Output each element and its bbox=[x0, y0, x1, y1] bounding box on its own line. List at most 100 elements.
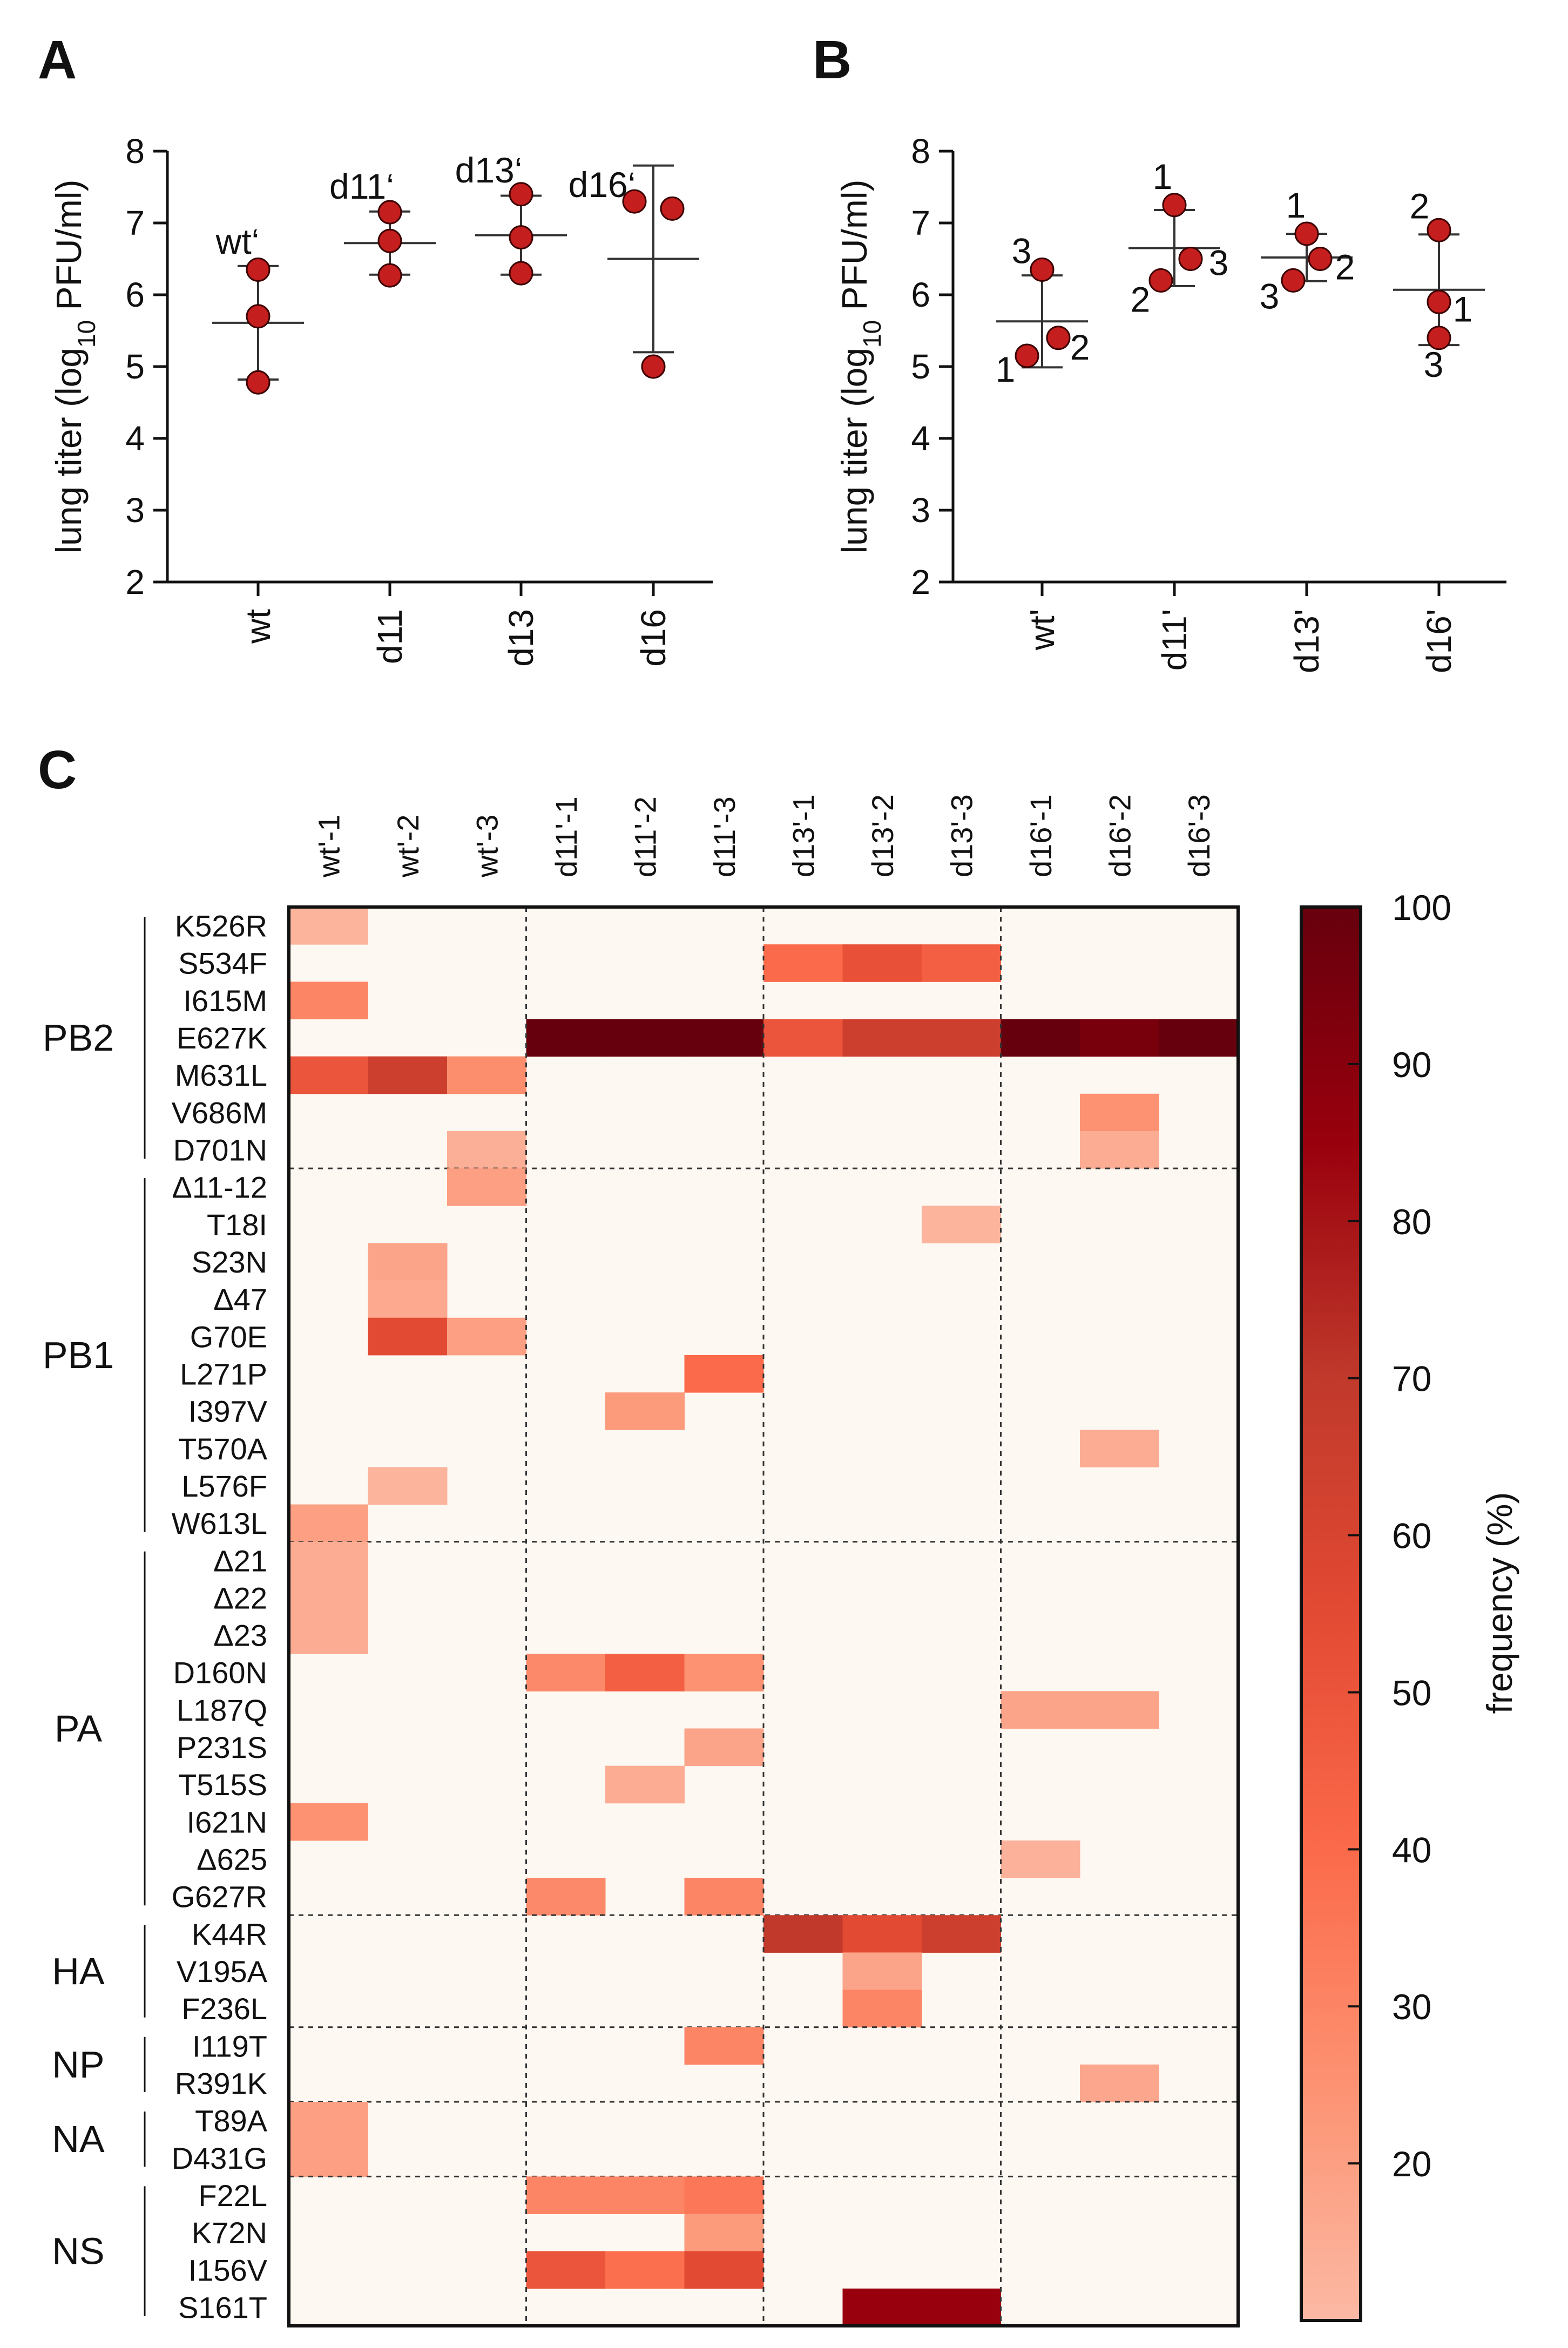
heatmap-cell bbox=[526, 1019, 606, 1057]
heatmap-cell bbox=[684, 2027, 764, 2065]
row-label: V686M bbox=[172, 1095, 267, 1129]
row-label: E627K bbox=[177, 1021, 267, 1055]
colorbar-tick-label: 90 bbox=[1392, 1045, 1431, 1085]
row-label: P231S bbox=[177, 1730, 267, 1764]
point-label: 2 bbox=[1131, 279, 1151, 319]
heatmap-cell bbox=[605, 1765, 685, 1804]
row-label: F22L bbox=[198, 2178, 267, 2212]
column-label: wt'-2 bbox=[391, 815, 425, 878]
y-tick-label: 6 bbox=[911, 275, 930, 314]
colorbar-tick-label: 50 bbox=[1392, 1673, 1431, 1713]
row-label: D431G bbox=[172, 2141, 267, 2175]
heatmap-cell bbox=[1080, 1430, 1159, 1467]
column-label: d13'-1 bbox=[786, 794, 820, 877]
data-point bbox=[246, 370, 271, 395]
heatmap-cell bbox=[1159, 1019, 1239, 1057]
heatmap-cell bbox=[605, 1654, 685, 1691]
heatmap-cell bbox=[763, 944, 843, 982]
x-tick-label: wt bbox=[239, 609, 278, 644]
data-point bbox=[1178, 247, 1203, 271]
row-label: I397V bbox=[188, 1395, 268, 1429]
row-label: Δ625 bbox=[197, 1843, 267, 1877]
heatmap-cell bbox=[842, 2288, 922, 2326]
heatmap-cell bbox=[289, 982, 368, 1019]
group-label: HA bbox=[52, 1950, 105, 1992]
point-label: 3 bbox=[1012, 231, 1032, 270]
colorbar-tick-label: 40 bbox=[1392, 1830, 1431, 1870]
x-tick-label: d11' bbox=[1155, 609, 1194, 671]
data-point bbox=[1162, 193, 1187, 218]
colorbar-tick-label: 20 bbox=[1392, 2144, 1431, 2184]
y-tick-label: 2 bbox=[125, 563, 145, 601]
heatmap-cell bbox=[763, 1915, 843, 1953]
row-label: T570A bbox=[178, 1432, 268, 1466]
heatmap-cell bbox=[1080, 1019, 1159, 1057]
heatmap-cell bbox=[289, 1579, 368, 1617]
group-label: PB2 bbox=[43, 1017, 114, 1059]
colorbar-tick-label: 100 bbox=[1392, 888, 1451, 928]
x-tick-label: d11 bbox=[370, 609, 409, 664]
heatmap-cell bbox=[447, 1131, 526, 1169]
row-label: V195A bbox=[177, 1954, 268, 1988]
heatmap-cell bbox=[684, 2214, 764, 2252]
heatmap-cell bbox=[842, 1915, 922, 1953]
heatmap-cell bbox=[842, 944, 922, 982]
row-label: L271P bbox=[180, 1357, 267, 1391]
heatmap-cell bbox=[368, 1467, 448, 1505]
point-label: 3 bbox=[1260, 276, 1280, 316]
group-label: NP bbox=[52, 2043, 104, 2086]
heatmap-cell bbox=[842, 1952, 922, 1991]
x-tick-label: d13' bbox=[1287, 609, 1326, 673]
heatmap-cell bbox=[526, 2251, 606, 2289]
heatmap-cell bbox=[684, 1019, 764, 1057]
group-label: d13‘ bbox=[455, 150, 523, 190]
data-point bbox=[1427, 218, 1451, 242]
heatmap-cell bbox=[684, 1728, 764, 1767]
column-label: d11'-1 bbox=[549, 796, 583, 877]
heatmap-cell bbox=[368, 1280, 448, 1318]
column-label: d16'-1 bbox=[1024, 794, 1058, 877]
row-label: T89A bbox=[195, 2104, 267, 2138]
column-label: d13'-3 bbox=[944, 794, 978, 877]
heatmap-cell bbox=[1080, 1691, 1159, 1729]
heatmap-cell bbox=[368, 1056, 448, 1094]
data-point bbox=[1281, 268, 1306, 293]
point-label: 2 bbox=[1410, 186, 1430, 226]
colorbar-tick-label: 70 bbox=[1392, 1359, 1431, 1399]
point-label: 1 bbox=[996, 349, 1016, 389]
row-label: F236L bbox=[181, 1992, 267, 2026]
colorbar bbox=[1300, 905, 1362, 2322]
data-point bbox=[377, 200, 402, 225]
row-label: K526R bbox=[175, 909, 267, 943]
heatmap-cell bbox=[368, 1317, 448, 1356]
data-point bbox=[641, 354, 666, 379]
row-label: S161T bbox=[178, 2290, 267, 2324]
heatmap-cell bbox=[1080, 1131, 1159, 1169]
row-label: W613L bbox=[172, 1506, 267, 1540]
group-label: NS bbox=[52, 2230, 104, 2272]
colorbar-tick-label: 30 bbox=[1392, 1987, 1431, 2027]
data-point bbox=[1148, 268, 1173, 293]
data-point bbox=[246, 304, 271, 329]
heatmap-cell bbox=[447, 1056, 526, 1094]
heatmap-cell bbox=[526, 1878, 606, 1916]
heatmap-cell bbox=[842, 1019, 922, 1057]
group-label: PA bbox=[55, 1707, 102, 1749]
row-label: R391K bbox=[175, 2066, 267, 2100]
row-label: G70E bbox=[190, 1320, 267, 1354]
column-label: d13'-2 bbox=[866, 794, 900, 877]
heatmap-cell bbox=[289, 2139, 368, 2177]
row-label: I615M bbox=[183, 984, 267, 1018]
heatmap-cell bbox=[1001, 1691, 1080, 1729]
data-point bbox=[622, 189, 647, 214]
heatmap-cell bbox=[447, 1317, 526, 1356]
row-label: I621N bbox=[187, 1805, 267, 1839]
colorbar-tick-label: 60 bbox=[1392, 1516, 1431, 1556]
heatmap-cell bbox=[605, 1392, 685, 1430]
heatmap-cell bbox=[842, 1990, 922, 2028]
colorbar-tick-label: 80 bbox=[1392, 1202, 1431, 1242]
row-label: S23N bbox=[192, 1245, 267, 1279]
heatmap-cell bbox=[684, 1355, 764, 1393]
row-label: L187Q bbox=[177, 1693, 267, 1727]
